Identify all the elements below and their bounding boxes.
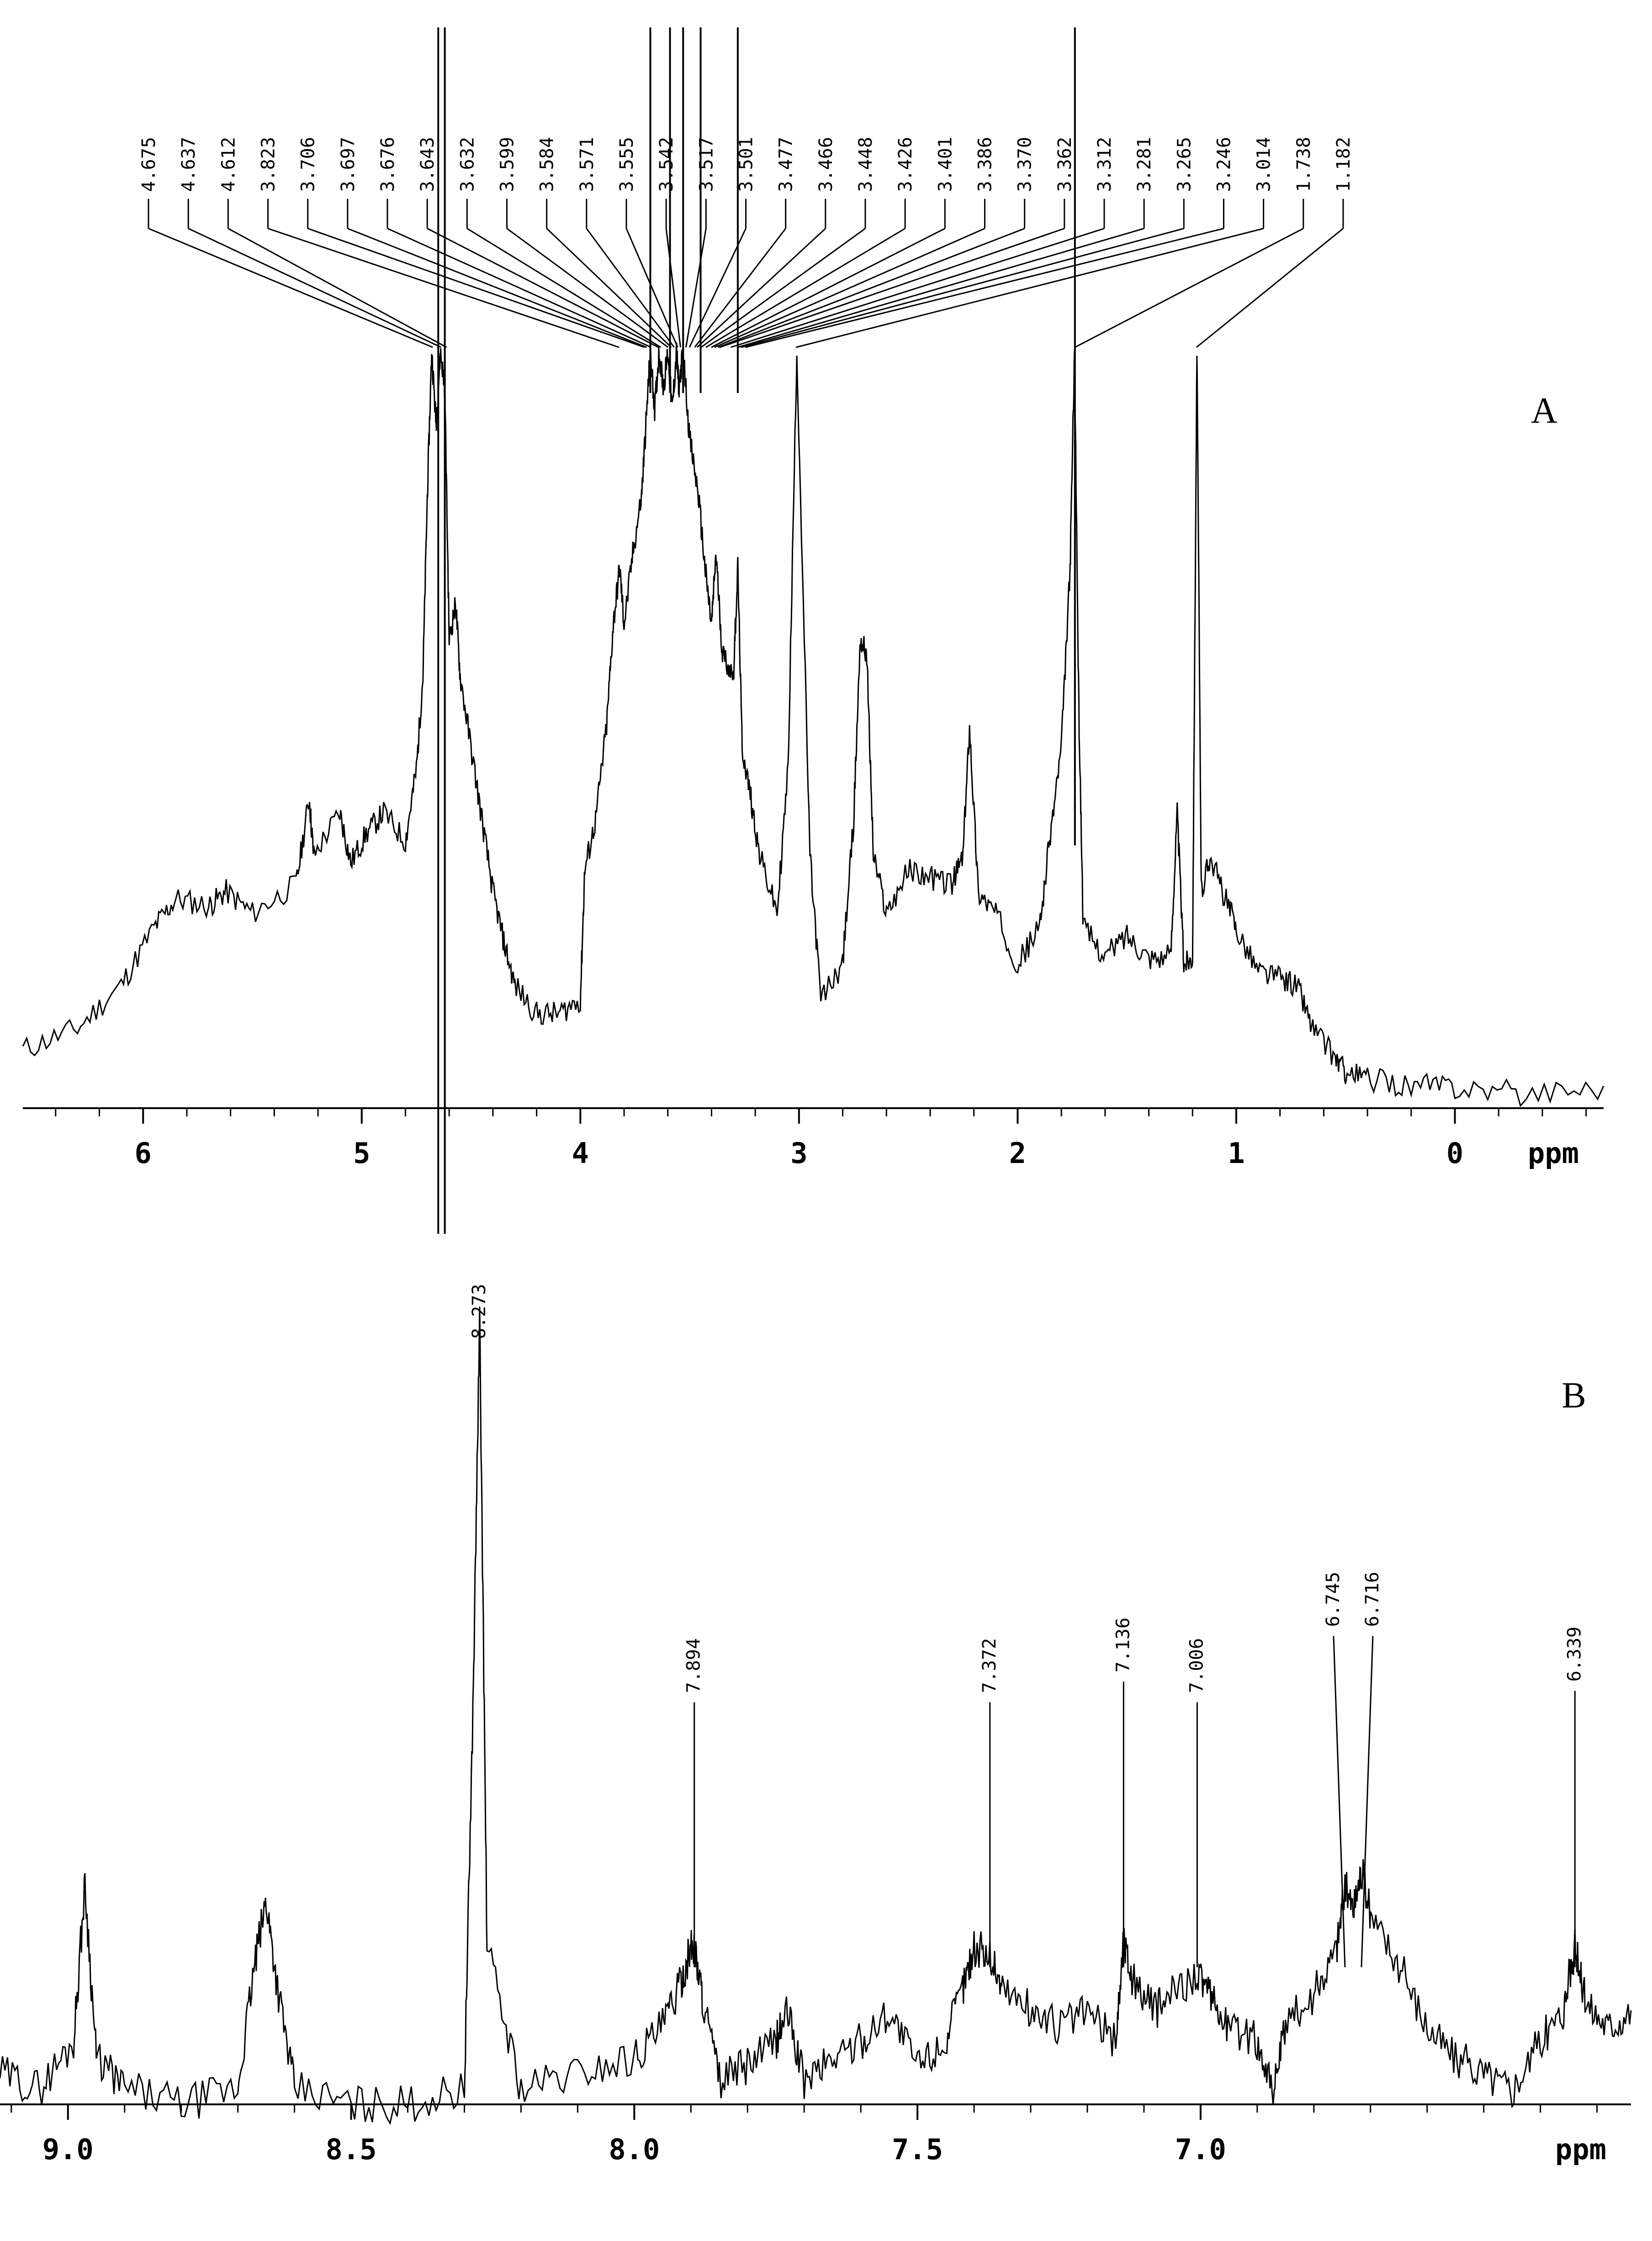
peak-label-leader — [307, 228, 645, 348]
x-ticks-a: 6 5 4 3 2 1 0 — [55, 1108, 1587, 1170]
peak-label-leader — [1196, 228, 1344, 348]
peak-label-leader — [427, 228, 659, 348]
peak-label: 3.501 — [736, 137, 757, 192]
peak-label: 3.014 — [1254, 137, 1275, 192]
peak-label-leader — [1075, 228, 1304, 348]
peak-label: 3.599 — [497, 137, 518, 192]
peak-label: 3.676 — [377, 137, 398, 192]
peak-label-leader — [148, 228, 433, 348]
x-axis-unit-b: ppm — [1555, 2133, 1606, 2166]
peak-label-leader — [586, 228, 675, 348]
peak-label-leader — [696, 228, 826, 348]
x-tick-label: 5 — [353, 1136, 370, 1170]
x-tick-label: 0 — [1446, 1136, 1463, 1170]
peak-label-leader — [711, 228, 946, 348]
peak-label: 3.362 — [1054, 137, 1075, 192]
panel-a: 4.675 4.637 4.612 3.823 3.706 3.697 3.676 3.643… — [22, 27, 1604, 1234]
peak-label: 4.637 — [178, 137, 199, 192]
panel-label-a: A — [1531, 391, 1557, 431]
peak-label: 7.372 — [979, 1638, 1000, 1693]
peak-label-leader — [506, 228, 669, 348]
x-tick-label: 7.0 — [1175, 2133, 1226, 2166]
peak-label: 3.632 — [457, 137, 478, 192]
peak-label: 3.517 — [696, 137, 717, 192]
x-tick-label: 1 — [1228, 1136, 1244, 1170]
peak-label: 3.281 — [1134, 137, 1155, 192]
x-tick-label: 8.0 — [609, 2133, 660, 2166]
peak-label-leader — [718, 228, 1025, 348]
x-tick-label: 3 — [790, 1136, 807, 1170]
x-axis-unit-a: ppm — [1528, 1136, 1579, 1170]
peak-label: 3.555 — [616, 137, 637, 192]
peak-label-leader — [688, 228, 747, 348]
peak-label: 1.738 — [1293, 137, 1314, 192]
peak-label-leader — [466, 228, 662, 348]
peak-label-leader — [795, 228, 1264, 348]
peak-labels-a: 4.675 4.637 4.612 3.823 3.706 3.697 3.676 3.643… — [138, 137, 1354, 348]
spectrum-a — [22, 27, 1604, 1234]
peak-label-leader — [720, 228, 1065, 348]
peak-label: 3.571 — [577, 137, 598, 192]
peak-label: 3.401 — [935, 137, 956, 192]
peak-label-leader — [268, 228, 620, 348]
peak-label-leader — [387, 228, 652, 348]
spectrum-line — [22, 340, 1604, 1107]
peak-label-leader — [700, 228, 866, 348]
peak-label-leader — [188, 228, 442, 348]
peak-label-leader — [737, 228, 1144, 348]
peak-label: 6.716 — [1362, 1572, 1383, 1627]
peak-label: 3.312 — [1094, 137, 1115, 192]
peak-label-leader — [665, 228, 682, 348]
peak-label: 3.386 — [975, 137, 996, 192]
peak-label-leader — [705, 228, 905, 348]
peak-label: 4.675 — [138, 137, 159, 192]
peak-label-leader — [731, 228, 1105, 348]
peak-label: 7.894 — [683, 1638, 704, 1693]
x-tick-label: 8.5 — [326, 2133, 377, 2166]
peak-label: 3.466 — [815, 137, 837, 192]
peak-label-leader — [347, 228, 647, 348]
peak-label-leader — [694, 228, 786, 348]
peak-label-leader — [741, 228, 1184, 348]
spectrum-b — [0, 1306, 1632, 2125]
peak-label: 3.265 — [1174, 137, 1195, 192]
peak-label: 3.542 — [656, 137, 677, 192]
x-tick-label: 6 — [135, 1136, 152, 1170]
x-ticks-b: 9.0 8.5 8.0 7.5 7.0 — [11, 2104, 1598, 2166]
peak-label-leader — [228, 228, 447, 348]
x-tick-label: 4 — [572, 1136, 589, 1170]
x-tick-label: 2 — [1009, 1136, 1026, 1170]
spectrum-line — [0, 1306, 1632, 2125]
panel-label-b: B — [1562, 1375, 1586, 1416]
peak-label: 6.745 — [1323, 1572, 1344, 1627]
peak-label: 3.643 — [417, 137, 438, 192]
x-tick-label: 7.5 — [892, 2133, 943, 2166]
peak-label: 6.339 — [1564, 1627, 1585, 1682]
peak-label: 3.584 — [537, 137, 558, 192]
peak-label: 3.697 — [338, 137, 359, 192]
peak-label-leader — [745, 228, 1224, 348]
peak-label: 3.370 — [1015, 137, 1036, 192]
peak-label-leader — [1333, 1636, 1346, 1968]
x-tick-label: 9.0 — [42, 2133, 94, 2166]
peak-label: 3.477 — [776, 137, 797, 192]
peak-label-leader — [685, 228, 707, 348]
peak-label: 1.182 — [1333, 137, 1354, 192]
peak-label-leader — [714, 228, 985, 348]
peak-label-leader — [1361, 1636, 1374, 1968]
peak-label: 4.612 — [218, 137, 239, 192]
peak-label: 3.823 — [258, 137, 279, 192]
peak-label: 7.136 — [1112, 1618, 1133, 1673]
peak-label: 3.448 — [855, 137, 876, 192]
peak-label: 3.246 — [1214, 137, 1235, 192]
peak-label: 3.426 — [895, 137, 916, 192]
peak-label: 3.706 — [298, 137, 319, 192]
peak-label: 7.006 — [1186, 1638, 1207, 1693]
